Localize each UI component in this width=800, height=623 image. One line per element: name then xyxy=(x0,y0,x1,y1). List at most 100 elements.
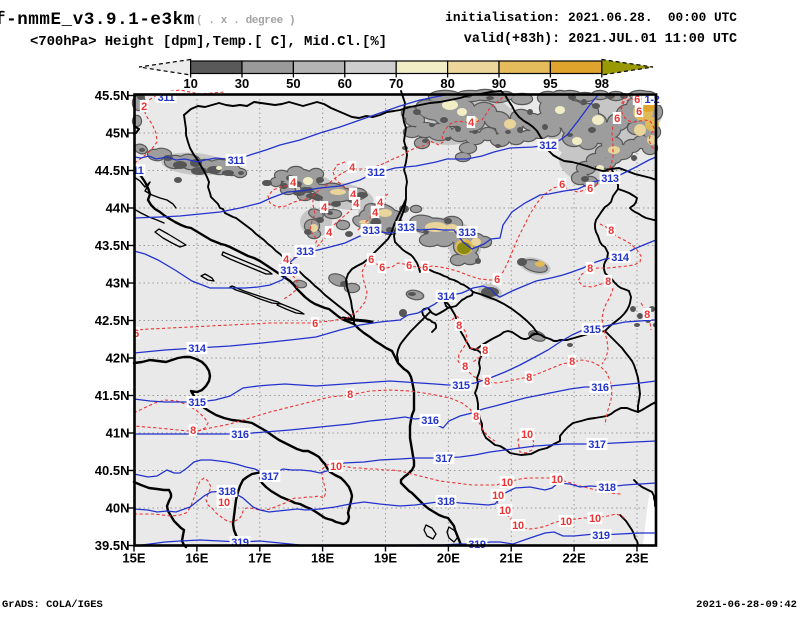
svg-text:22E: 22E xyxy=(563,551,586,566)
svg-text:6: 6 xyxy=(312,318,318,330)
svg-text:315: 315 xyxy=(452,380,470,392)
svg-text:41N: 41N xyxy=(106,426,130,441)
svg-text:17E: 17E xyxy=(248,551,271,566)
svg-text:initialisation: 2021.06.28. 0: initialisation: 2021.06.28. 00:00 UTC xyxy=(445,10,737,25)
svg-text:2: 2 xyxy=(141,101,147,113)
svg-text:319: 319 xyxy=(592,530,610,542)
svg-text:6: 6 xyxy=(614,113,620,125)
svg-text:8: 8 xyxy=(190,425,196,437)
svg-text:314: 314 xyxy=(611,252,630,264)
svg-text:4: 4 xyxy=(468,117,475,129)
svg-text:10: 10 xyxy=(183,76,197,91)
svg-text:311: 311 xyxy=(228,155,245,167)
svg-text:4: 4 xyxy=(377,197,384,209)
svg-text:10: 10 xyxy=(330,461,342,473)
svg-text:8: 8 xyxy=(473,411,479,423)
svg-text:44N: 44N xyxy=(106,201,130,216)
svg-text:316: 316 xyxy=(231,429,249,441)
svg-text:( . x . degree ): ( . x . degree ) xyxy=(196,15,295,27)
svg-text:4: 4 xyxy=(372,207,379,219)
svg-text:10: 10 xyxy=(589,513,601,525)
svg-text:314: 314 xyxy=(437,291,456,303)
svg-text:<700hPa> Height [dpm],Temp.[ C: <700hPa> Height [dpm],Temp.[ C], Mid.Cl.… xyxy=(30,34,387,50)
svg-text:valid(+83h): 2021.JUL.01 11:00: valid(+83h): 2021.JUL.01 11:00 UTC xyxy=(464,32,737,47)
svg-text:1-2: 1-2 xyxy=(645,94,660,106)
svg-text:41.5N: 41.5N xyxy=(95,388,130,403)
svg-text:8: 8 xyxy=(605,276,611,288)
svg-text:20E: 20E xyxy=(437,551,460,566)
svg-text:6: 6 xyxy=(406,260,412,272)
svg-text:80: 80 xyxy=(440,76,454,91)
svg-text:313: 313 xyxy=(458,227,476,239)
svg-text:6: 6 xyxy=(587,183,593,195)
svg-text:313: 313 xyxy=(397,222,415,234)
svg-text:317: 317 xyxy=(261,471,279,483)
svg-text:98: 98 xyxy=(595,76,609,91)
svg-text:45N: 45N xyxy=(106,126,130,141)
svg-text:10: 10 xyxy=(512,520,524,532)
svg-text:319: 319 xyxy=(231,537,249,549)
svg-text:315: 315 xyxy=(188,397,206,409)
svg-text:8: 8 xyxy=(347,389,353,401)
svg-text:312: 312 xyxy=(539,140,557,152)
svg-text:8: 8 xyxy=(587,263,593,275)
svg-text:313: 313 xyxy=(280,265,298,277)
svg-text:317: 317 xyxy=(435,453,453,465)
svg-text:39.5N: 39.5N xyxy=(95,538,130,553)
svg-text:50: 50 xyxy=(286,76,300,91)
svg-text:8: 8 xyxy=(484,376,490,388)
svg-text:6: 6 xyxy=(636,106,642,118)
svg-text:6: 6 xyxy=(422,262,428,274)
svg-text:6: 6 xyxy=(379,262,385,274)
svg-text:10: 10 xyxy=(501,477,513,489)
svg-text:45.5N: 45.5N xyxy=(95,88,130,103)
svg-text:10: 10 xyxy=(551,474,563,486)
svg-text:313: 313 xyxy=(601,173,619,185)
svg-text:4: 4 xyxy=(353,198,360,210)
svg-text:8: 8 xyxy=(569,356,575,368)
svg-text:4: 4 xyxy=(290,177,297,189)
svg-text:42.5N: 42.5N xyxy=(95,313,130,328)
svg-text:2021-06-28-09:42: 2021-06-28-09:42 xyxy=(696,599,797,611)
svg-text:40.5N: 40.5N xyxy=(95,463,130,478)
svg-text:8: 8 xyxy=(526,372,532,384)
svg-text:19E: 19E xyxy=(374,551,397,566)
svg-text:23E: 23E xyxy=(625,551,648,566)
svg-text:15E: 15E xyxy=(122,551,145,566)
svg-text:11: 11 xyxy=(132,165,143,177)
svg-text:315: 315 xyxy=(583,324,601,336)
svg-text:4: 4 xyxy=(283,254,290,266)
svg-text:316: 316 xyxy=(591,382,609,394)
svg-text:70: 70 xyxy=(389,76,403,91)
svg-text:8: 8 xyxy=(482,345,488,357)
svg-text:4: 4 xyxy=(326,227,333,239)
svg-text:317: 317 xyxy=(588,439,606,451)
svg-text:43N: 43N xyxy=(106,276,130,291)
svg-text:4: 4 xyxy=(321,202,328,214)
svg-text:95: 95 xyxy=(543,76,557,91)
svg-text:6: 6 xyxy=(368,254,374,266)
svg-text:10: 10 xyxy=(499,505,511,517)
svg-text:6: 6 xyxy=(494,274,500,286)
svg-text:316: 316 xyxy=(421,415,439,427)
svg-text:4: 4 xyxy=(350,189,357,201)
svg-text:6: 6 xyxy=(559,179,565,191)
svg-text:312: 312 xyxy=(367,167,385,179)
svg-text:40N: 40N xyxy=(106,501,130,516)
svg-text:8: 8 xyxy=(462,361,468,373)
svg-text:16E: 16E xyxy=(185,551,208,566)
svg-text:314: 314 xyxy=(188,343,207,355)
svg-text:8: 8 xyxy=(644,309,650,321)
svg-text:8: 8 xyxy=(456,320,462,332)
svg-text:8: 8 xyxy=(608,225,614,237)
svg-text:313: 313 xyxy=(296,246,314,258)
svg-text:318: 318 xyxy=(437,496,455,508)
svg-text:10: 10 xyxy=(560,516,572,528)
svg-text:44.5N: 44.5N xyxy=(95,163,130,178)
svg-text:6: 6 xyxy=(133,328,139,340)
svg-text:42N: 42N xyxy=(106,351,130,366)
svg-text:6: 6 xyxy=(634,94,640,106)
svg-text:10: 10 xyxy=(492,490,504,502)
svg-text:GrADS: COLA/IGES: GrADS: COLA/IGES xyxy=(2,599,103,611)
svg-text:60: 60 xyxy=(338,76,352,91)
